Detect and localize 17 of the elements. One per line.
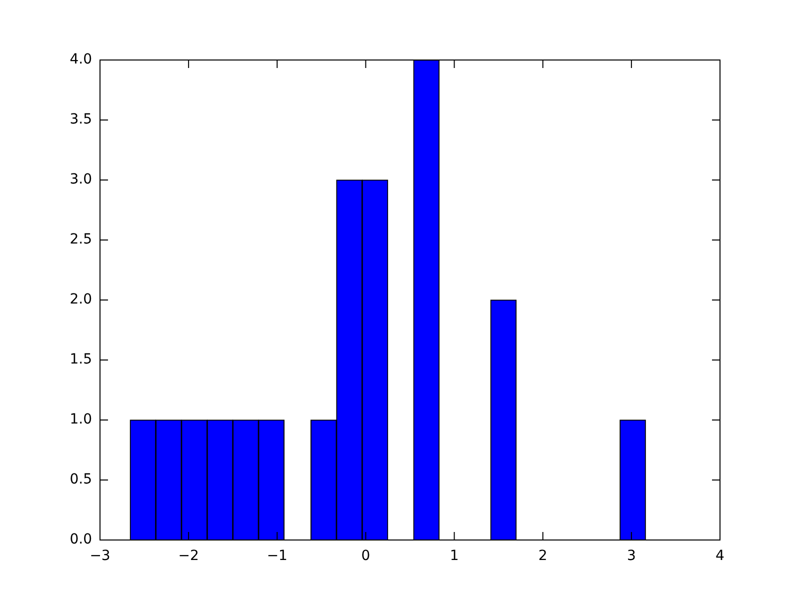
- x-tick-label: −3: [90, 548, 110, 564]
- x-tick-label: 0: [361, 548, 370, 564]
- x-tick-label: −1: [266, 548, 288, 564]
- x-tick-label: −2: [178, 548, 199, 564]
- y-tick-label: 0.5: [70, 472, 92, 488]
- y-tick-label: 3.0: [70, 172, 92, 188]
- y-tick-label: 3.5: [70, 112, 92, 128]
- y-tick-label: 1.5: [70, 352, 92, 368]
- y-tick-label: 2.0: [70, 292, 92, 308]
- y-tick-label: 4.0: [70, 52, 92, 68]
- x-tick-label: 1: [450, 548, 459, 564]
- x-tick-label: 3: [626, 548, 636, 564]
- y-tick-label: 2.5: [70, 232, 92, 248]
- x-tick-label: 2: [538, 548, 548, 564]
- y-tick-label: 1.0: [70, 412, 92, 428]
- y-tick-label: 0.0: [70, 532, 92, 548]
- x-tick-label: 4: [716, 548, 725, 564]
